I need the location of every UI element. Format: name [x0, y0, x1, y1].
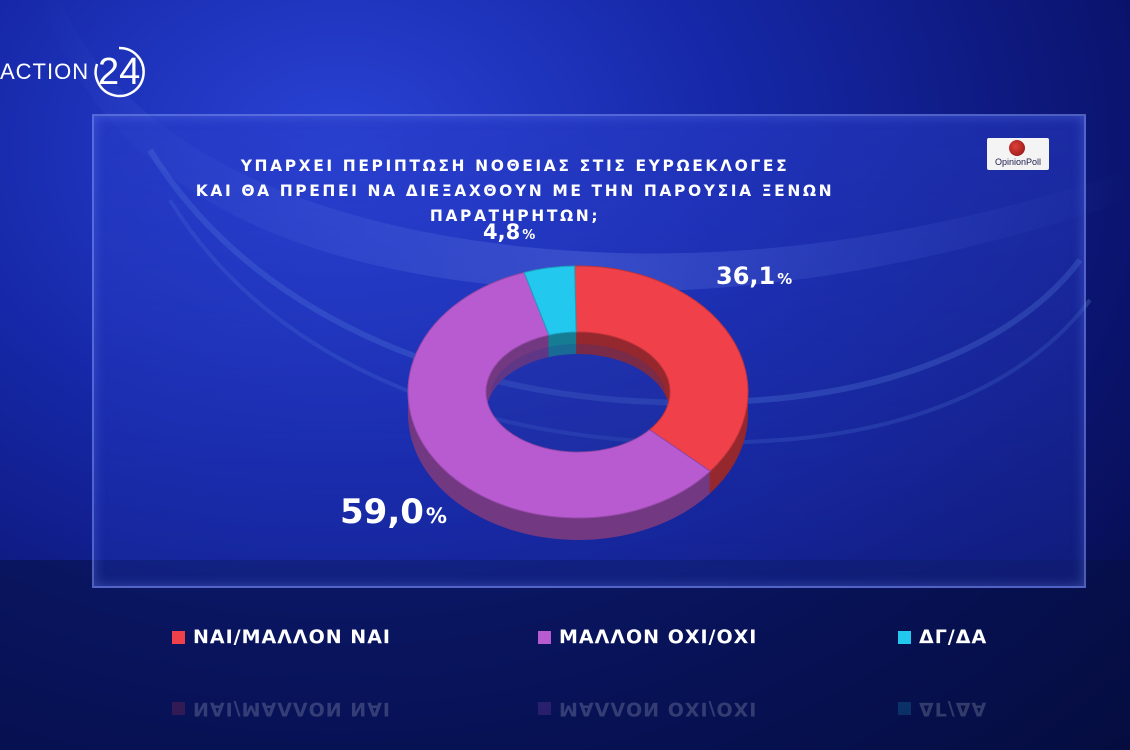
- slice-label-yes: 36,1%: [716, 262, 793, 290]
- channel-logo-text: ACTION: [0, 59, 90, 84]
- legend-item-no: ΜΑΛΛΟΝ ΟΧΙ/ΟΧΙ: [538, 626, 757, 648]
- legend-label-yes: ΝΑΙ/ΜΑΛΛΟΝ ΝΑΙ: [193, 626, 391, 648]
- channel-logo-number: 24: [91, 44, 147, 100]
- chart-title-line2: ΚΑΙ ΘΑ ΠΡΕΠΕΙ ΝΑ ΔΙΕΞΑΧΘΟΥΝ ΜΕ ΤΗΝ ΠΑΡΟΥ…: [195, 182, 835, 225]
- donut-slice-no: [407, 271, 712, 519]
- donut-slice-yes: [574, 265, 749, 472]
- opinionpoll-logo-icon: [1009, 140, 1025, 156]
- legend-item-yes: ΝΑΙ/ΜΑΛΛΟΝ ΝΑΙ: [172, 626, 391, 648]
- legend-reflection: ΝΑΙ/ΜΑΛΛΟΝ ΝΑΙ ΜΑΛΛΟΝ ΟΧΙ/ΟΧΙ ΔΓ/ΔΑ: [0, 680, 1130, 720]
- legend-swatch-yes: [172, 630, 185, 644]
- chart-title-line1: ΥΠΑΡΧΕΙ ΠΕΡΙΠΤΩΣΗ ΝΟΘΕΙΑΣ ΣΤΙΣ ΕΥΡΩΕΚΛΟΓ…: [240, 157, 790, 175]
- donut-chart-body: [407, 265, 749, 540]
- slice-label-no: 59,0%: [340, 492, 448, 532]
- donut-hole: [490, 344, 666, 452]
- opinionpoll-logo-text: OpinionPoll: [994, 157, 1042, 167]
- slice-label-dk: 4,8%: [483, 220, 536, 244]
- legend-label-dk: ΔΓ/ΔΑ: [919, 626, 988, 648]
- donut-slice-dk: [523, 265, 577, 336]
- legend-swatch-dk: [898, 630, 911, 644]
- channel-logo: ACTION 24: [0, 44, 147, 100]
- legend-item-dk: ΔΓ/ΔΑ: [898, 626, 987, 648]
- legend-label-no: ΜΑΛΛΟΝ ΟΧΙ/ΟΧΙ: [559, 626, 758, 648]
- opinionpoll-logo: OpinionPoll: [987, 138, 1049, 170]
- chart-title: ΥΠΑΡΧΕΙ ΠΕΡΙΠΤΩΣΗ ΝΟΘΕΙΑΣ ΣΤΙΣ ΕΥΡΩΕΚΛΟΓ…: [130, 154, 900, 229]
- legend-swatch-no: [538, 630, 551, 644]
